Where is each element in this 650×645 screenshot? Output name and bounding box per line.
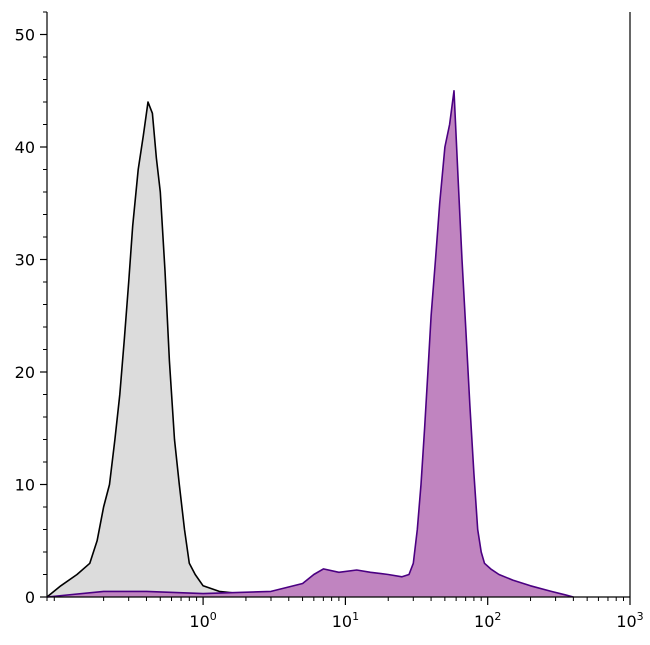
x-tick-label: 100 — [189, 610, 216, 631]
y-tick-label: 30 — [15, 251, 35, 270]
y-tick-label: 20 — [15, 363, 35, 382]
series-layer — [46, 90, 574, 598]
axes-layer: 0 10 20 30 40 50 100 101 102 103 — [15, 11, 644, 631]
series-0-area — [47, 102, 271, 597]
y-tick-label: 40 — [15, 138, 35, 157]
x-tick-label: 101 — [332, 610, 359, 631]
series-1-line — [46, 90, 574, 598]
series-1 — [46, 90, 574, 598]
series-0-line — [46, 101, 272, 598]
x-tick-label: 103 — [616, 610, 643, 631]
y-tick-label: 10 — [15, 476, 35, 495]
series-1-area — [47, 90, 574, 598]
y-tick-label: 0 — [25, 588, 35, 607]
y-tick-label: 50 — [15, 26, 35, 45]
x-tick-label: 102 — [474, 610, 501, 631]
series-0 — [46, 101, 272, 598]
